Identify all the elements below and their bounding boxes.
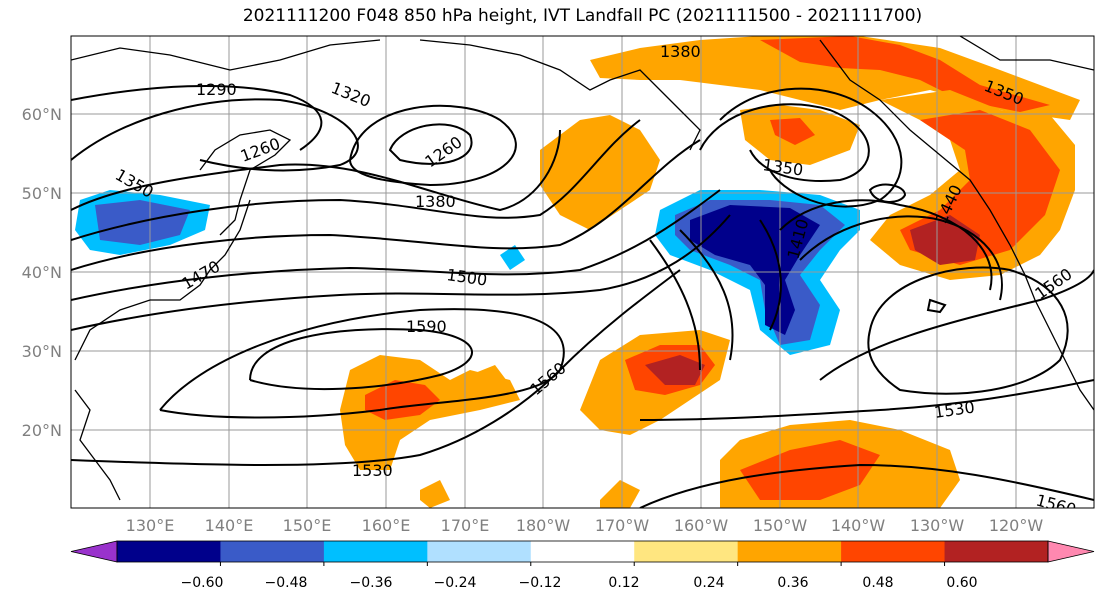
colorbar-extend-low bbox=[70, 540, 118, 563]
lat-tick-label: 50°N bbox=[22, 184, 62, 203]
lon-tick-label: 130°W bbox=[910, 516, 965, 535]
lat-tick-labels: 20°N 30°N 40°N 50°N 60°N bbox=[22, 105, 62, 440]
colorbar-segment bbox=[737, 541, 842, 562]
lon-tick-labels: 130°E 140°E 150°E 160°E 170°E 180°W 170°… bbox=[126, 516, 1044, 535]
contour-label: 1380 bbox=[660, 42, 701, 61]
lon-tick-label: 160°E bbox=[362, 516, 411, 535]
colorbar-segment bbox=[634, 541, 739, 562]
colorbar-extend-high bbox=[1047, 540, 1095, 563]
colorbar-segment bbox=[944, 541, 1049, 562]
colorbar-segment bbox=[323, 541, 428, 562]
lat-tick-label: 20°N bbox=[22, 421, 62, 440]
colorbar-label: 0.24 bbox=[693, 575, 724, 591]
colorbar-label: 0.12 bbox=[608, 575, 639, 591]
contour-label: 1590 bbox=[406, 317, 447, 336]
lon-tick-label: 170°E bbox=[441, 516, 490, 535]
lon-tick-label: 170°W bbox=[595, 516, 650, 535]
contour-label: 1530 bbox=[352, 461, 393, 480]
colorbar-label: −0.36 bbox=[350, 575, 393, 591]
lon-tick-label: 160°W bbox=[674, 516, 729, 535]
colorbar-segment bbox=[427, 541, 532, 562]
lon-tick-label: 120°W bbox=[989, 516, 1044, 535]
colorbar bbox=[70, 540, 1095, 566]
colorbar-frame bbox=[116, 540, 1049, 563]
lon-tick-label: 150°E bbox=[283, 516, 332, 535]
lon-tick-label: 140°E bbox=[205, 516, 254, 535]
contour-label: 1380 bbox=[415, 192, 456, 211]
colorbar-labels: −0.60 −0.48 −0.36 −0.24 −0.12 0.12 0.24 … bbox=[181, 575, 978, 591]
lon-tick-label: 140°W bbox=[831, 516, 886, 535]
chart-title: 2021111200 F048 850 hPa height, IVT Land… bbox=[242, 6, 923, 26]
plot-frame bbox=[70, 35, 1095, 509]
lon-tick-label: 180°W bbox=[516, 516, 571, 535]
colorbar-segment bbox=[117, 541, 221, 562]
colorbar-segment bbox=[220, 541, 325, 562]
colorbar-label: 0.48 bbox=[862, 575, 893, 591]
coastlines bbox=[71, 36, 1094, 501]
colorbar-label: −0.60 bbox=[181, 575, 224, 591]
colorbar-segment bbox=[841, 541, 946, 562]
lat-tick-label: 60°N bbox=[22, 105, 62, 124]
lat-tick-label: 30°N bbox=[22, 342, 62, 361]
colorbar-label: −0.12 bbox=[519, 575, 562, 591]
colorbar-label: 0.36 bbox=[777, 575, 808, 591]
contour-label: 1290 bbox=[196, 80, 237, 99]
height-contours bbox=[71, 84, 1094, 508]
colorbar-segment bbox=[530, 541, 635, 562]
lon-tick-label: 150°W bbox=[753, 516, 808, 535]
lon-tick-label: 130°E bbox=[126, 516, 175, 535]
graticule bbox=[71, 36, 1094, 508]
colorbar-label: −0.24 bbox=[434, 575, 477, 591]
lat-tick-label: 40°N bbox=[22, 263, 62, 282]
colorbar-label: −0.48 bbox=[265, 575, 308, 591]
colorbar-label: 0.60 bbox=[946, 575, 977, 591]
